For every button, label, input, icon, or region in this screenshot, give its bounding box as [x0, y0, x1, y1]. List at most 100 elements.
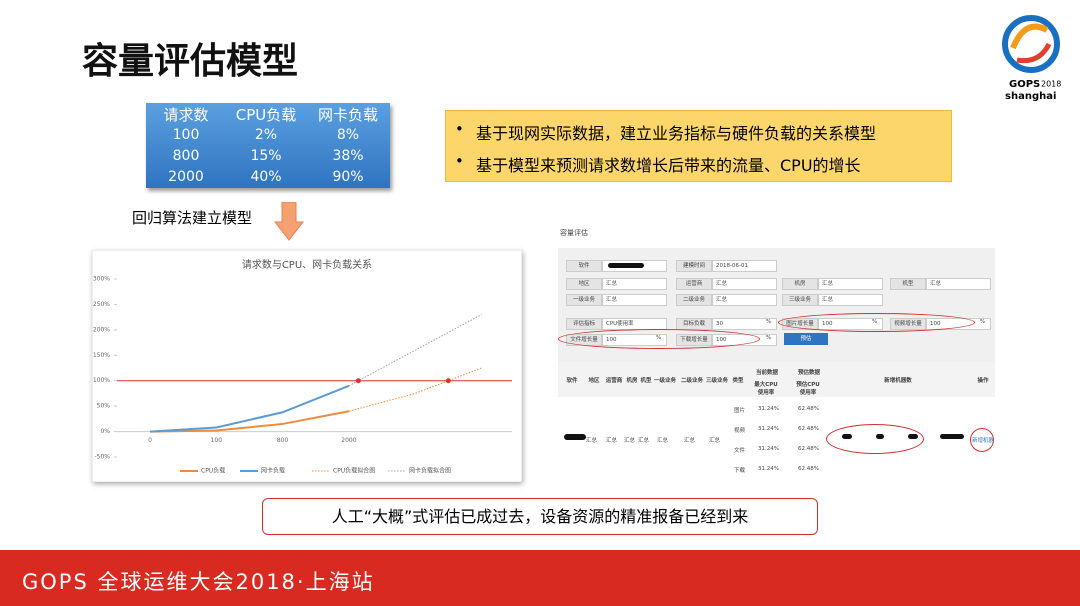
field-input: 30 — [712, 318, 777, 330]
tool-title: 容量评估 — [560, 229, 588, 237]
table-cell: 2000 — [168, 169, 204, 185]
oval-highlight — [558, 329, 760, 349]
field-label: 三级业务 — [782, 294, 818, 306]
table-header: 网卡负载 — [317, 106, 378, 124]
table-cell: 15% — [250, 148, 282, 164]
x-tick-label: 800 — [277, 437, 289, 444]
arrow-shape — [274, 202, 304, 241]
tool-screenshot: 容量评估 软件 建模时间 2018-06-01 地区 汇总 运营商 汇总 机房 汇总 机型 汇总 一级… — [558, 222, 995, 482]
redacted — [876, 434, 884, 439]
table-cell: 40% — [250, 169, 282, 185]
field-label: 评估指标 — [566, 318, 602, 330]
footer-text: GOPS 全球运维大会2018·上海站 — [22, 570, 375, 594]
series-line — [149, 384, 350, 433]
redacted — [842, 434, 852, 439]
logo-swirl — [1010, 23, 1049, 50]
summary-cell: 汇总 — [638, 438, 650, 444]
result-cell: 31.24% — [758, 406, 779, 412]
column-header: 类型 — [732, 378, 744, 384]
group-header: 预估数据 — [797, 370, 820, 376]
y-tick-label: 250% — [93, 301, 110, 308]
down-arrow — [274, 202, 304, 241]
footer-bar — [0, 550, 1080, 606]
bullet-text: 基于现网实际数据，建立业务指标与硬件负载的关系模型 — [476, 124, 877, 143]
legend-label: 网卡负载 — [261, 467, 285, 475]
field-input: 汇总 — [818, 294, 883, 306]
table-header: CPU负载 — [235, 106, 297, 124]
bullet-dot: • — [455, 152, 464, 170]
column-header: 预估CPU使用率 — [796, 382, 820, 396]
callout: 人工“大概”式评估已成过去，设备资源的精准报备已经到来 — [262, 498, 818, 535]
field-label: 软件 — [566, 260, 602, 272]
field-input: 汇总 — [602, 278, 667, 290]
result-cell: 62.48% — [798, 406, 819, 412]
column-header: 一级业务 — [653, 378, 676, 384]
summary-cell: 汇总 — [606, 438, 618, 444]
logo-city: shanghai — [1005, 91, 1056, 102]
field-label: 目标负载 — [676, 318, 712, 330]
bullet-text: 基于模型来预测请求数增长后带来的流量、CPU的增长 — [476, 156, 861, 175]
column-header: 运营商 — [605, 378, 623, 384]
result-cell: 文件 — [734, 448, 746, 454]
column-header: 新增机器数 — [884, 378, 912, 384]
oval-highlight — [778, 313, 975, 332]
result-cell: 视频 — [734, 428, 746, 434]
action-link[interactable]: 新增机器 — [972, 438, 995, 444]
redacted — [608, 263, 644, 268]
slide-title: 容量评估模型 — [82, 41, 299, 82]
y-tick-label: 300% — [93, 276, 110, 283]
y-tick-label: 50% — [97, 403, 111, 410]
summary-cell: 汇总 — [624, 438, 636, 444]
field-label: 运营商 — [676, 278, 712, 290]
table-cell: 2% — [254, 127, 278, 143]
y-tick-label: 150% — [93, 352, 110, 359]
oval-highlight — [970, 428, 994, 452]
field-unit: % — [766, 319, 772, 325]
oval-highlight — [826, 424, 924, 454]
field-input: 汇总 — [712, 278, 777, 290]
y-tick-label: 0% — [100, 428, 110, 435]
field-input: 2018-06-01 — [712, 260, 777, 272]
table-cell: 800 — [172, 148, 200, 164]
x-tick-label: 0 — [148, 437, 152, 444]
group-header: 当前数据 — [755, 370, 778, 376]
column-header: 地区 — [588, 378, 600, 384]
logo-swirl — [1016, 42, 1052, 64]
column-header: 三级业务 — [705, 378, 728, 384]
chart-title: 请求数与CPU、网卡负载关系 — [242, 258, 372, 271]
legend-label: CPU负载 — [201, 467, 225, 475]
field-label: 建模时间 — [676, 260, 712, 272]
result-cell: 图片 — [734, 408, 746, 414]
result-cell: 31.24% — [758, 446, 779, 452]
data-table: 请求数 CPU负载 网卡负载 100 2% 8% 800 15% 38% 2000 40% 90% — [146, 103, 390, 188]
summary-cell: 汇总 — [684, 438, 696, 444]
summary-cell: 汇总 — [657, 438, 669, 444]
table-header: 请求数 — [163, 106, 209, 124]
bullet-dot: • — [455, 120, 464, 138]
result-cell: 62.48% — [798, 466, 819, 472]
result-cell: 下载 — [734, 468, 746, 474]
column-header: 机房 — [626, 378, 638, 384]
field-label: 机房 — [782, 278, 818, 290]
redacted — [940, 434, 964, 439]
field-label: 机型 — [890, 278, 926, 290]
arrow-label: 回归算法建立模型 — [132, 209, 253, 227]
column-header: 二级业务 — [680, 378, 703, 384]
estimate-button[interactable]: 预估 — [784, 333, 828, 345]
field-input: 汇总 — [926, 278, 991, 290]
result-cell: 31.24% — [758, 466, 779, 472]
field-input: 汇总 — [712, 294, 777, 306]
field-input: 汇总 — [818, 278, 883, 290]
legend-label: CPU负载拟合图 — [333, 467, 375, 475]
column-header: 机型 — [640, 378, 652, 384]
field-unit: % — [766, 335, 772, 341]
bullet-box — [445, 110, 952, 182]
y-tick-label: -50% — [94, 454, 110, 461]
field-unit: % — [980, 319, 986, 325]
column-header: 软件 — [566, 378, 578, 384]
x-tick-label: 100 — [211, 437, 223, 444]
column-header: 最大CPU使用率 — [754, 382, 778, 396]
chart-frame — [92, 250, 522, 482]
table-cell: 100 — [172, 127, 200, 143]
logo-ring — [1002, 15, 1060, 73]
